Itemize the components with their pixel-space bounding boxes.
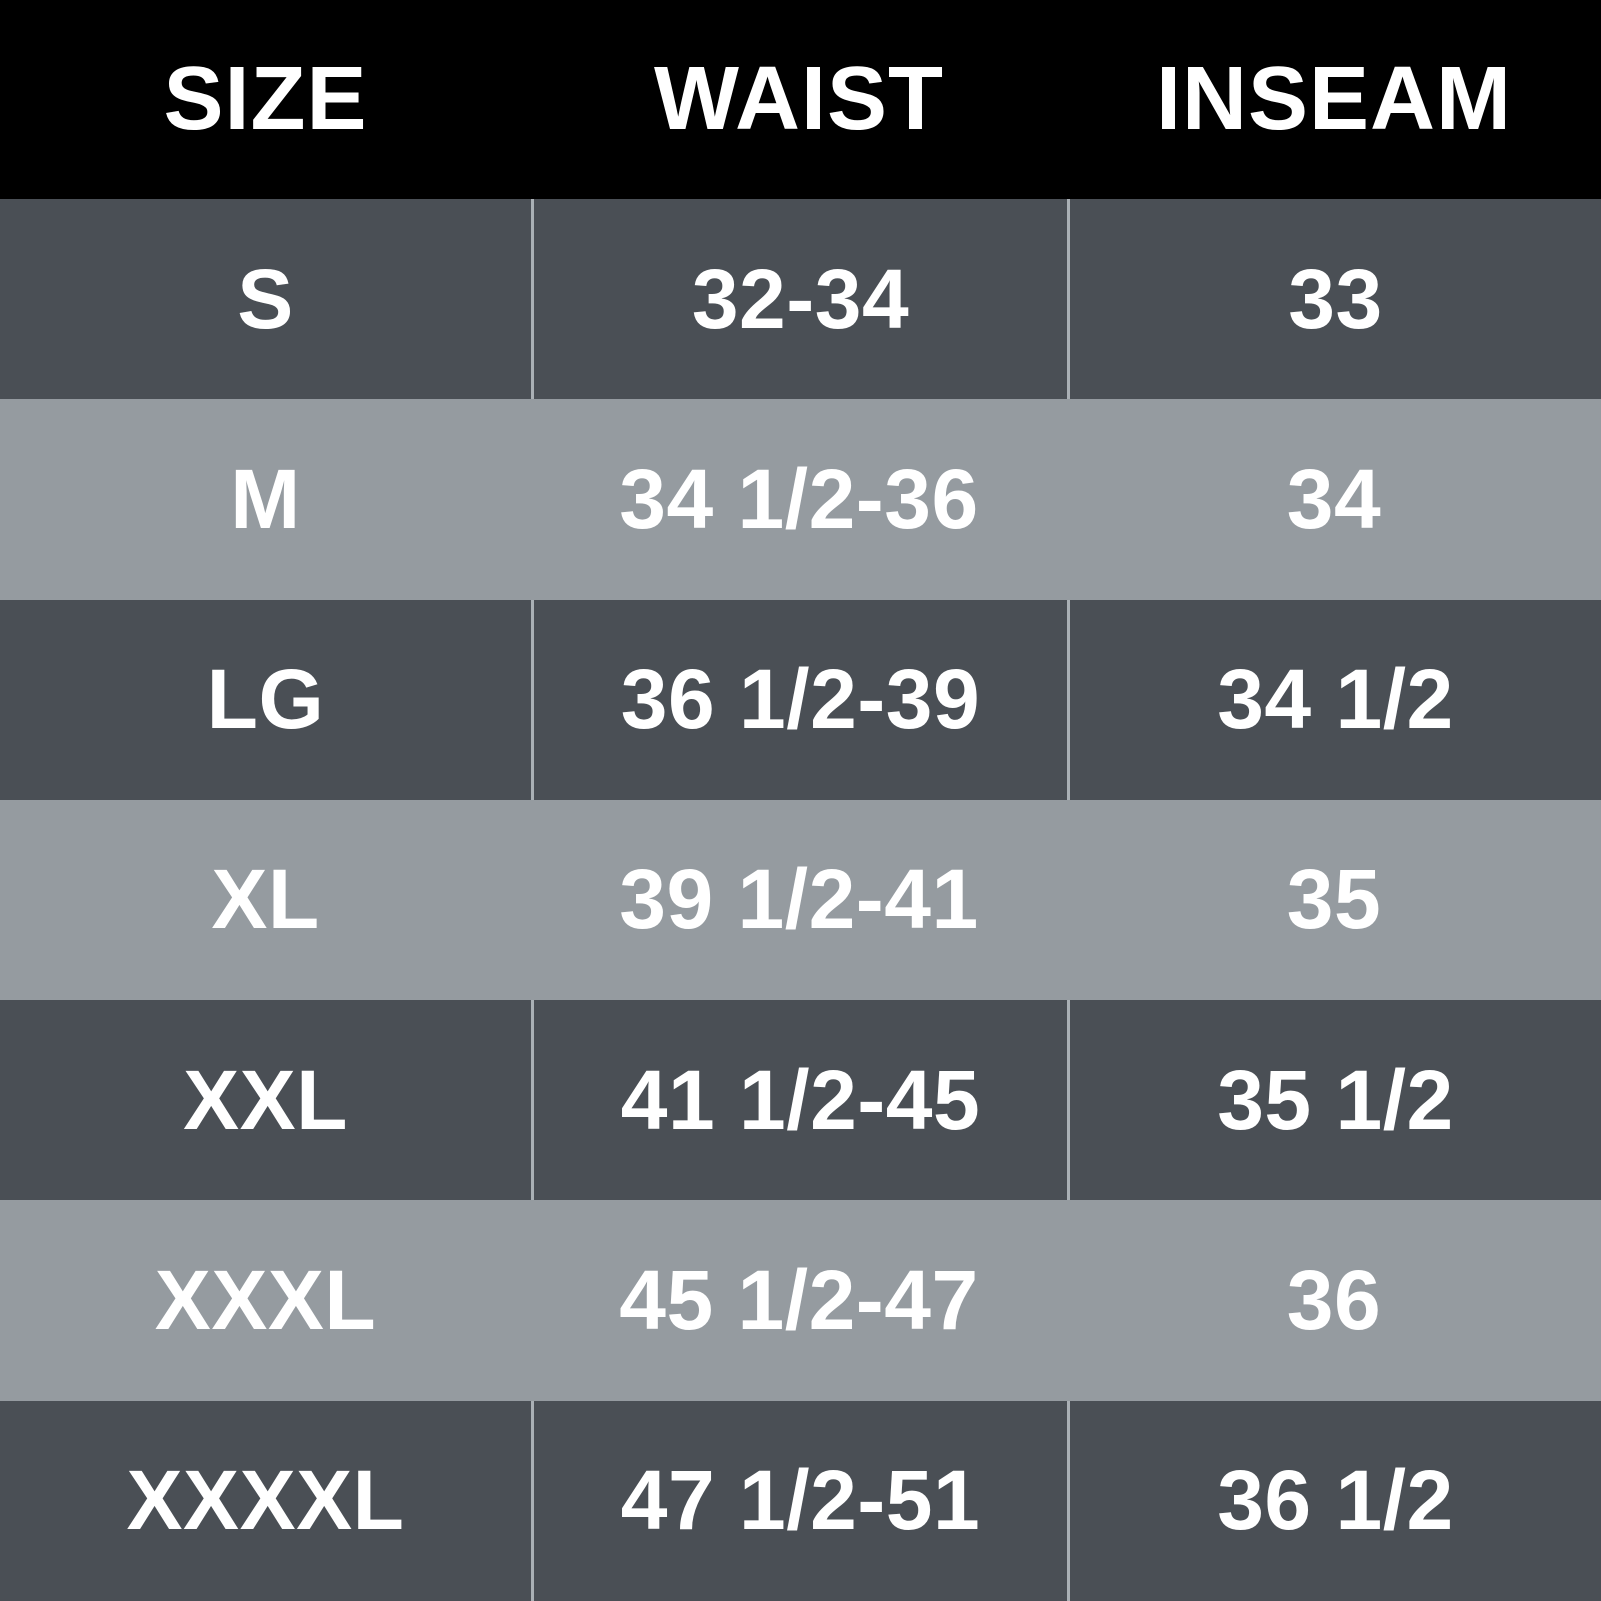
size-cell: XXXXL [126,1453,405,1548]
table-row: S 32-34 33 [0,199,1601,400]
inseam-cell: 36 1/2 [1067,1400,1601,1601]
waist-cell: 47 1/2-51 [531,1400,1067,1601]
inseam-cell: 33 [1067,199,1601,400]
waist-cell: 34 1/2-36 [619,451,979,546]
size-cell: XL [211,852,320,947]
table-row: XL 39 1/2-41 35 [0,799,1601,1001]
inseam-cell: 34 [1286,451,1382,546]
column-header-inseam: INSEAM [1155,49,1513,149]
inseam-cell: 34 1/2 [1067,599,1601,800]
size-cell: XXXL [154,1253,377,1348]
table-row: XXXL 45 1/2-47 36 [0,1200,1601,1401]
table-body: S 32-34 33 M 34 1/2-36 34 LG 36 1/2-39 3… [0,199,1601,1601]
waist-cell: 36 1/2-39 [531,599,1067,800]
table-header: SIZE WAIST INSEAM [0,0,1601,199]
column-header-size: SIZE [163,49,368,149]
table-row: XXL 41 1/2-45 35 1/2 [0,1000,1601,1201]
size-cell: XXL [183,1052,348,1147]
waist-cell: 32-34 [531,199,1067,400]
column-header-waist: WAIST [654,49,944,149]
inseam-cell: 35 [1286,852,1382,947]
waist-cell: 41 1/2-45 [531,1000,1067,1201]
size-cell: S [237,251,294,346]
waist-cell: 45 1/2-47 [619,1253,979,1348]
table-row: XXXXL 47 1/2-51 36 1/2 [0,1400,1601,1601]
table-row: M 34 1/2-36 34 [0,399,1601,600]
inseam-cell: 36 [1286,1253,1382,1348]
table-row: LG 36 1/2-39 34 1/2 [0,599,1601,800]
inseam-cell: 35 1/2 [1067,1000,1601,1201]
size-cell: LG [206,652,325,747]
size-cell: M [230,451,301,546]
waist-cell: 39 1/2-41 [619,852,979,947]
